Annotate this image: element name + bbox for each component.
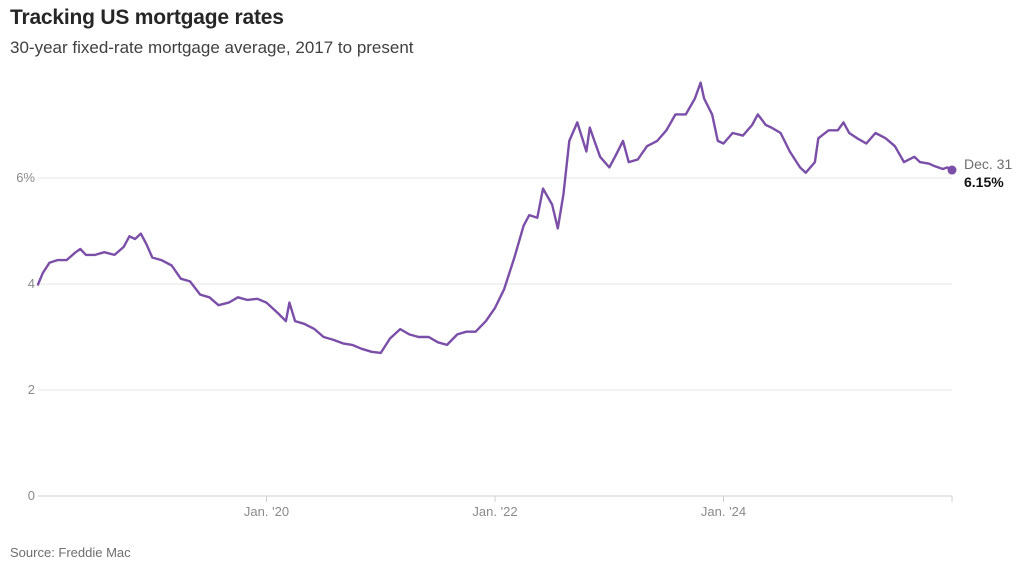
end-annotation: Dec. 31 6.15% bbox=[947, 156, 1012, 190]
x-tick-label: Jan. '20 bbox=[244, 504, 289, 519]
x-tick-label: Jan. '24 bbox=[701, 504, 746, 519]
series-line bbox=[36, 81, 954, 355]
x-tick-label: Jan. '22 bbox=[472, 504, 517, 519]
y-tick-label: 0 bbox=[28, 488, 35, 503]
series-layer bbox=[36, 81, 954, 355]
source-note: Source: Freddie Mac bbox=[10, 545, 131, 560]
end-value-label: 6.15% bbox=[964, 174, 1004, 190]
chart-subtitle: 30-year fixed-rate mortgage average, 201… bbox=[10, 38, 414, 57]
y-tick-label: 6% bbox=[16, 170, 35, 185]
y-tick-label: 4 bbox=[28, 276, 35, 291]
chart-title: Tracking US mortgage rates bbox=[10, 6, 284, 29]
gridlines: 0 2 4 6% bbox=[16, 170, 952, 503]
x-axis: Jan. '20 Jan. '22 Jan. '24 bbox=[244, 496, 953, 519]
end-date-label: Dec. 31 bbox=[964, 156, 1012, 172]
y-tick-label: 2 bbox=[28, 382, 35, 397]
end-point-marker bbox=[947, 165, 957, 175]
